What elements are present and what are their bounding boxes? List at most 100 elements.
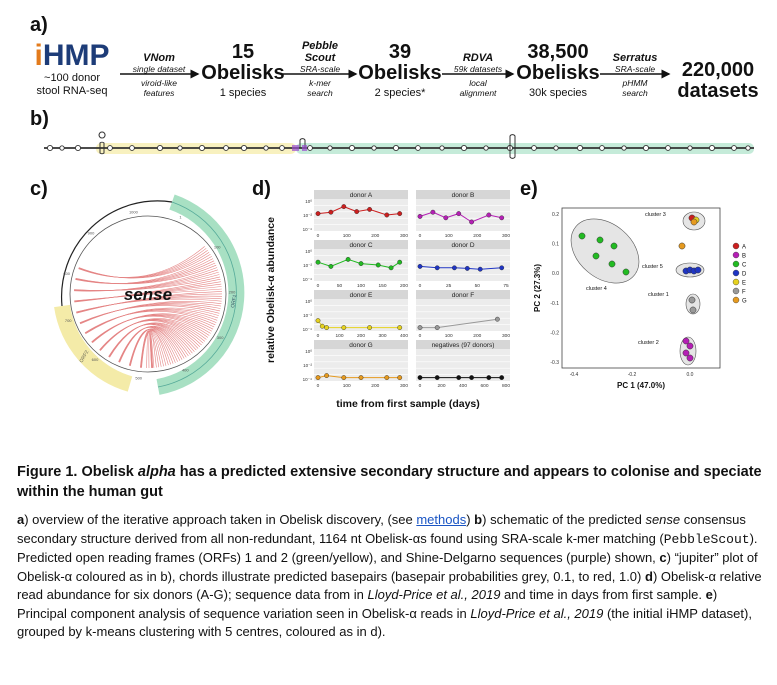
caption-title-italic: alpha: [137, 464, 176, 480]
cluster-label: cluster 1: [648, 292, 669, 298]
ruler-tick-label: 1: [179, 215, 182, 220]
data-point: [456, 375, 462, 381]
legend-label: D: [742, 272, 747, 278]
step-rdva-title: RDVA: [462, 52, 494, 64]
basepair-chord: [78, 252, 210, 279]
x-tick-label: 100: [445, 333, 453, 339]
facet-header: [416, 190, 510, 199]
pca-x-tick: -0.2: [628, 372, 637, 378]
x-tick-label: 0: [419, 283, 422, 289]
cluster-label: cluster 4: [586, 286, 607, 292]
x-tick-label: 200: [357, 333, 365, 339]
basepair-chord: [75, 264, 217, 285]
facet-plot-area: [416, 199, 510, 231]
cluster-label: cluster 2: [638, 340, 659, 346]
y-tick-label: 10⁻²: [303, 263, 312, 268]
data-point: [434, 325, 440, 331]
facet-plot-area: [314, 299, 408, 331]
stage-38500-sub: 30k species: [528, 87, 588, 99]
step-rdva-line1: 59k datasets: [453, 64, 503, 74]
x-tick-label: 400: [459, 383, 467, 389]
data-point: [456, 211, 462, 216]
panel-d-ylabel-wrap: relative Obelisk-α abundance: [264, 192, 278, 392]
facet-title: donor G: [349, 342, 373, 349]
data-point: [486, 212, 492, 218]
x-tick-label: 150: [378, 283, 386, 289]
data-point: [341, 375, 347, 381]
data-point: [499, 215, 505, 221]
step-serratus-line3: search: [622, 88, 648, 98]
pca-y-tick: -0.2: [550, 330, 559, 336]
stage-38500: 38,500 Obelisks 30k species: [512, 42, 604, 100]
legend-swatch: [732, 278, 740, 286]
basepair-chord: [128, 329, 171, 366]
facet-header: [416, 240, 510, 249]
data-point: [345, 257, 351, 262]
x-tick-label: 200: [371, 233, 379, 239]
y-tick-label: 10⁰: [305, 349, 312, 354]
data-point: [315, 211, 321, 216]
x-tick-label: 100: [335, 333, 343, 339]
data-point: [358, 375, 364, 381]
facet-plot-area: [314, 199, 408, 231]
basepair-chord: [99, 320, 202, 350]
pca-x-tick: -0.4: [570, 372, 579, 378]
y-tick-label: 10⁻²: [303, 213, 312, 218]
basepair-chord: [108, 324, 193, 357]
x-tick-label: 100: [357, 283, 365, 289]
data-point: [375, 262, 381, 268]
facet-plot-area: [416, 349, 510, 381]
basepair-chord: [109, 323, 199, 358]
ruler-tick-label: 600: [92, 357, 99, 362]
data-point: [341, 204, 347, 210]
stage-39-sub: 2 species*: [374, 87, 426, 99]
pca-y-tick: -0.3: [550, 360, 559, 366]
loop-circles: [46, 144, 751, 152]
facet-title: donor B: [452, 192, 475, 199]
abundance-facets: donor A 10⁰ 10⁻² 10⁻⁴ 0 100 200 300 donor B 0 100 2…: [303, 190, 510, 389]
basepair-chord: [74, 288, 222, 302]
pca-point: [578, 232, 586, 240]
panel-a-label: a): [30, 14, 48, 36]
stage-39: 39 Obelisks 2 species*: [356, 42, 444, 100]
data-point: [328, 264, 334, 269]
ruler-tick-label: 300: [217, 335, 224, 340]
shine-delgarno-2: [302, 145, 307, 151]
hairpins: [98, 131, 516, 159]
orf2-arc: [54, 304, 133, 392]
pca-x-tick: 0.0: [687, 372, 694, 378]
legend-label: C: [742, 263, 747, 269]
basepair-chord: [85, 307, 219, 335]
x-tick-label: 100: [343, 233, 351, 239]
data-point: [417, 375, 423, 381]
pca-point: [682, 337, 690, 345]
data-point: [397, 325, 403, 331]
legend-swatch: [732, 260, 740, 268]
stage-220000-word: datasets: [677, 80, 759, 102]
data-point: [417, 213, 423, 219]
pca-xlabel: PC 1 (47.0%): [617, 381, 665, 390]
basepair-chord: [92, 314, 214, 343]
facet-header: [416, 290, 510, 299]
pca-point: [622, 268, 630, 276]
orf1-label: ORF1: [230, 294, 238, 308]
pca-point: [690, 218, 698, 226]
basepair-chord: [99, 318, 207, 351]
facet-header: [314, 290, 408, 299]
x-tick-label: 300: [502, 333, 510, 339]
basepair-chord: [100, 318, 209, 351]
legend-swatch: [732, 269, 740, 277]
x-tick-label: 200: [400, 283, 408, 289]
data-point: [341, 325, 347, 331]
data-point: [384, 375, 390, 381]
pca-point: [682, 349, 690, 357]
data-point: [499, 265, 505, 271]
data-point: [384, 212, 390, 218]
step-vnom: VNom single dataset viroid-like features: [118, 52, 200, 98]
data-point: [358, 261, 364, 267]
facet-plot-area: [416, 249, 510, 281]
data-point: [434, 265, 440, 271]
data-point: [324, 373, 329, 379]
data-point: [417, 325, 423, 331]
methods-link[interactable]: methods: [416, 512, 467, 527]
